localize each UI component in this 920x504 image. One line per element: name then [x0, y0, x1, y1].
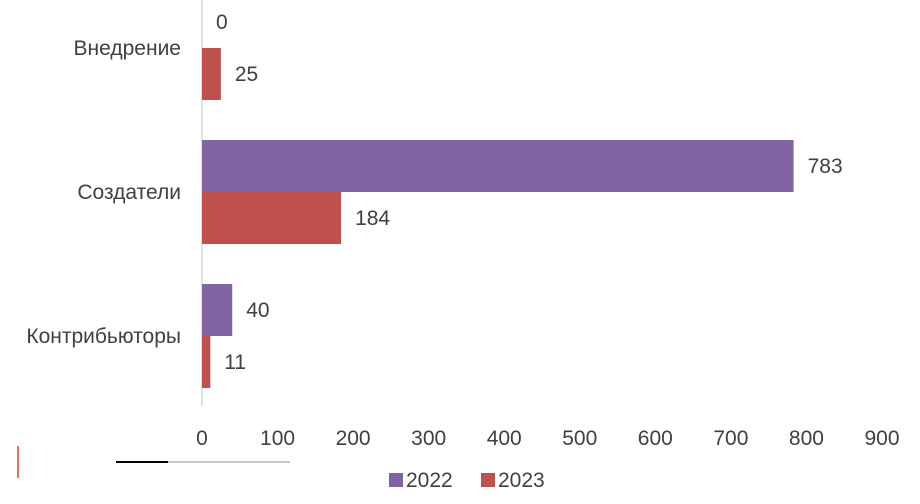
- data-label-2023-0: 25: [235, 63, 258, 86]
- bar-2023-1: [202, 192, 342, 244]
- bar-2022-2: [202, 284, 233, 336]
- category-label: Создатели: [77, 181, 181, 204]
- x-tick-label: 600: [638, 427, 673, 450]
- category-label: Внедрение: [74, 37, 181, 60]
- data-label-2023-2: 11: [224, 351, 246, 374]
- x-tick-label: 100: [260, 427, 295, 450]
- bar-2022-1: [202, 140, 794, 192]
- data-label-2022-0: 0: [216, 11, 228, 34]
- x-tick-label: 300: [411, 427, 446, 450]
- legend-label-2022: 2022: [406, 469, 453, 492]
- data-label-2022-2: 40: [246, 299, 269, 322]
- x-tick-label: 700: [713, 427, 748, 450]
- legend-label-2023: 2023: [498, 469, 545, 492]
- x-tick-label: 800: [789, 427, 824, 450]
- legend-swatch-2023: [481, 473, 495, 487]
- category-label: Контрибьюторы: [26, 325, 181, 348]
- data-label-2023-1: 184: [355, 207, 390, 230]
- x-tick-label: 900: [864, 427, 899, 450]
- x-tick-label: 0: [196, 427, 208, 450]
- bar-2023-0: [202, 48, 221, 100]
- x-tick-label: 400: [487, 427, 522, 450]
- data-label-2022-1: 783: [808, 155, 843, 178]
- legend-swatch-2022: [389, 473, 403, 487]
- x-tick-label: 200: [336, 427, 371, 450]
- bar-2023-2: [202, 336, 211, 388]
- x-tick-label: 500: [562, 427, 597, 450]
